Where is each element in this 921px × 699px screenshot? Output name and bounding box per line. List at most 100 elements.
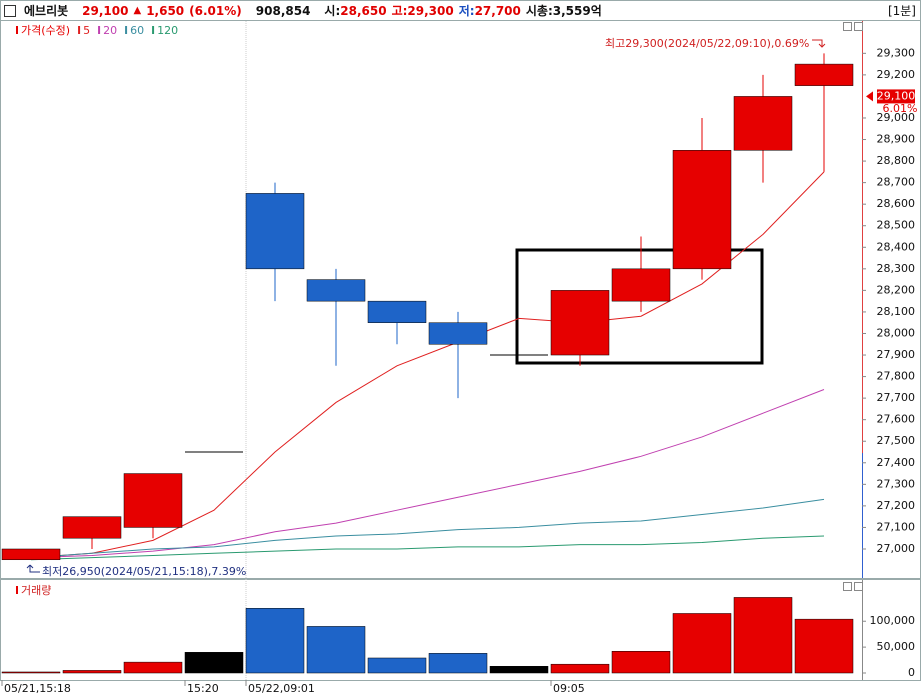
change-pct: (6.01%)	[189, 3, 242, 18]
price: 29,100	[82, 3, 129, 18]
candle-body	[794, 63, 854, 86]
candle-body	[733, 96, 793, 151]
y-tick-label: 29,000	[877, 111, 916, 124]
low: 27,700	[474, 3, 521, 18]
y-tick-label: 27,200	[877, 499, 916, 512]
legend-label: 5	[83, 24, 90, 37]
x-tick-label: 15:20	[187, 682, 219, 695]
volume-bar	[367, 657, 427, 674]
y-tick-label: 28,400	[877, 240, 916, 253]
max-annotation: 최고29,300(2024/05/22,09:10),0.69%	[605, 37, 809, 50]
current-price-label: 29,100	[877, 89, 916, 102]
candle-body	[62, 516, 122, 539]
y-tick-label: 28,200	[877, 283, 916, 296]
volume-bar	[794, 618, 854, 674]
x-tick-label: 09:05	[553, 682, 585, 695]
candle-body	[611, 268, 671, 302]
panel-min-button[interactable]	[843, 582, 852, 591]
candle-body	[245, 193, 305, 270]
legend-label: 거래량	[21, 584, 51, 597]
volume-bar	[123, 661, 183, 674]
volume-bar	[245, 608, 305, 674]
panel-close-button[interactable]	[854, 22, 863, 31]
legend-swatch	[16, 586, 18, 594]
market-cap: 시총:3,559억	[525, 4, 602, 18]
y-tick-label: 0	[908, 666, 915, 679]
legend-swatch	[98, 26, 101, 34]
panel-close-button[interactable]	[854, 582, 863, 591]
y-tick-label: 28,800	[877, 154, 916, 167]
change-sign: ▲	[133, 5, 142, 16]
y-tick-label: 27,800	[877, 370, 916, 383]
volume-bar	[733, 597, 793, 674]
volume-bar	[489, 666, 549, 674]
volume-bar	[184, 652, 244, 674]
low-label: 저:	[458, 4, 475, 18]
y-tick-label: 28,700	[877, 176, 916, 189]
y-tick-label: 50,000	[877, 640, 916, 653]
y-tick-label: 28,000	[877, 326, 916, 339]
y-tick-label: 28,300	[877, 262, 916, 275]
legend-label: 120	[157, 24, 178, 37]
legend-swatch	[125, 26, 128, 34]
volume: 908,854	[255, 3, 311, 18]
volume-bar	[428, 653, 488, 674]
ma-line	[30, 389, 825, 559]
volume-bar	[611, 651, 671, 674]
x-tick-label: 05/21,15:18	[4, 682, 71, 695]
candle-body	[367, 300, 427, 323]
y-tick-label: 28,900	[877, 133, 916, 146]
open: 28,650	[340, 3, 387, 18]
min-arrow	[26, 564, 40, 573]
y-tick-label: 29,200	[877, 68, 916, 81]
legend-label: 60	[130, 24, 144, 37]
change: 1,650	[146, 3, 185, 18]
x-tick-label: 05/22,09:01	[248, 682, 315, 695]
current-price-box	[877, 89, 915, 104]
y-tick-label: 27,300	[877, 477, 916, 490]
y-tick-label: 27,500	[877, 434, 916, 447]
y-tick-label: 27,400	[877, 456, 916, 469]
min-annotation: 최저26,950(2024/05/21,15:18),7.39%	[42, 565, 246, 578]
current-price-pointer	[866, 91, 873, 102]
volume-bar	[62, 670, 122, 674]
y-tick-label: 27,900	[877, 348, 916, 361]
legend-label: 20	[103, 24, 117, 37]
volume-bar	[672, 613, 732, 674]
y-tick-label: 27,100	[877, 520, 916, 533]
header-bar: 에브리봇 29,100 ▲ 1,650 (6.01%) 908,854 시: 2…	[0, 0, 921, 21]
volume-bar	[306, 626, 366, 674]
ma-line	[30, 535, 825, 561]
legend-swatch	[78, 26, 81, 34]
checkbox[interactable]	[4, 4, 16, 17]
candle-body	[306, 279, 366, 302]
ma-line	[30, 498, 825, 559]
y-tick-label: 100,000	[870, 614, 916, 627]
y-tick-label: 27,600	[877, 413, 916, 426]
open-label: 시:	[324, 4, 341, 18]
y-tick-label: 28,500	[877, 219, 916, 232]
stock-name: 에브리봇	[24, 4, 69, 18]
y-tick-label: 29,300	[877, 46, 916, 59]
max-arrow	[812, 39, 826, 48]
high: 29,300	[407, 3, 454, 18]
drawn-rectangle[interactable]	[515, 248, 764, 365]
high-label: 고:	[391, 4, 408, 18]
candle-body	[550, 290, 610, 356]
interval[interactable]: [1분]	[887, 4, 916, 18]
legend-swatch	[16, 26, 18, 34]
candle-body	[672, 150, 732, 270]
ma-line	[30, 171, 825, 559]
candle-body	[428, 322, 488, 345]
legend-swatch	[152, 26, 155, 34]
volume-bar	[550, 663, 610, 674]
y-tick-label: 27,700	[877, 391, 916, 404]
y-tick-label: 28,600	[877, 197, 916, 210]
y-tick-label: 27,000	[877, 542, 916, 555]
y-tick-label: 28,100	[877, 305, 916, 318]
volume-bar	[1, 671, 61, 674]
candle-body	[123, 473, 183, 528]
panel-min-button[interactable]	[843, 22, 852, 31]
